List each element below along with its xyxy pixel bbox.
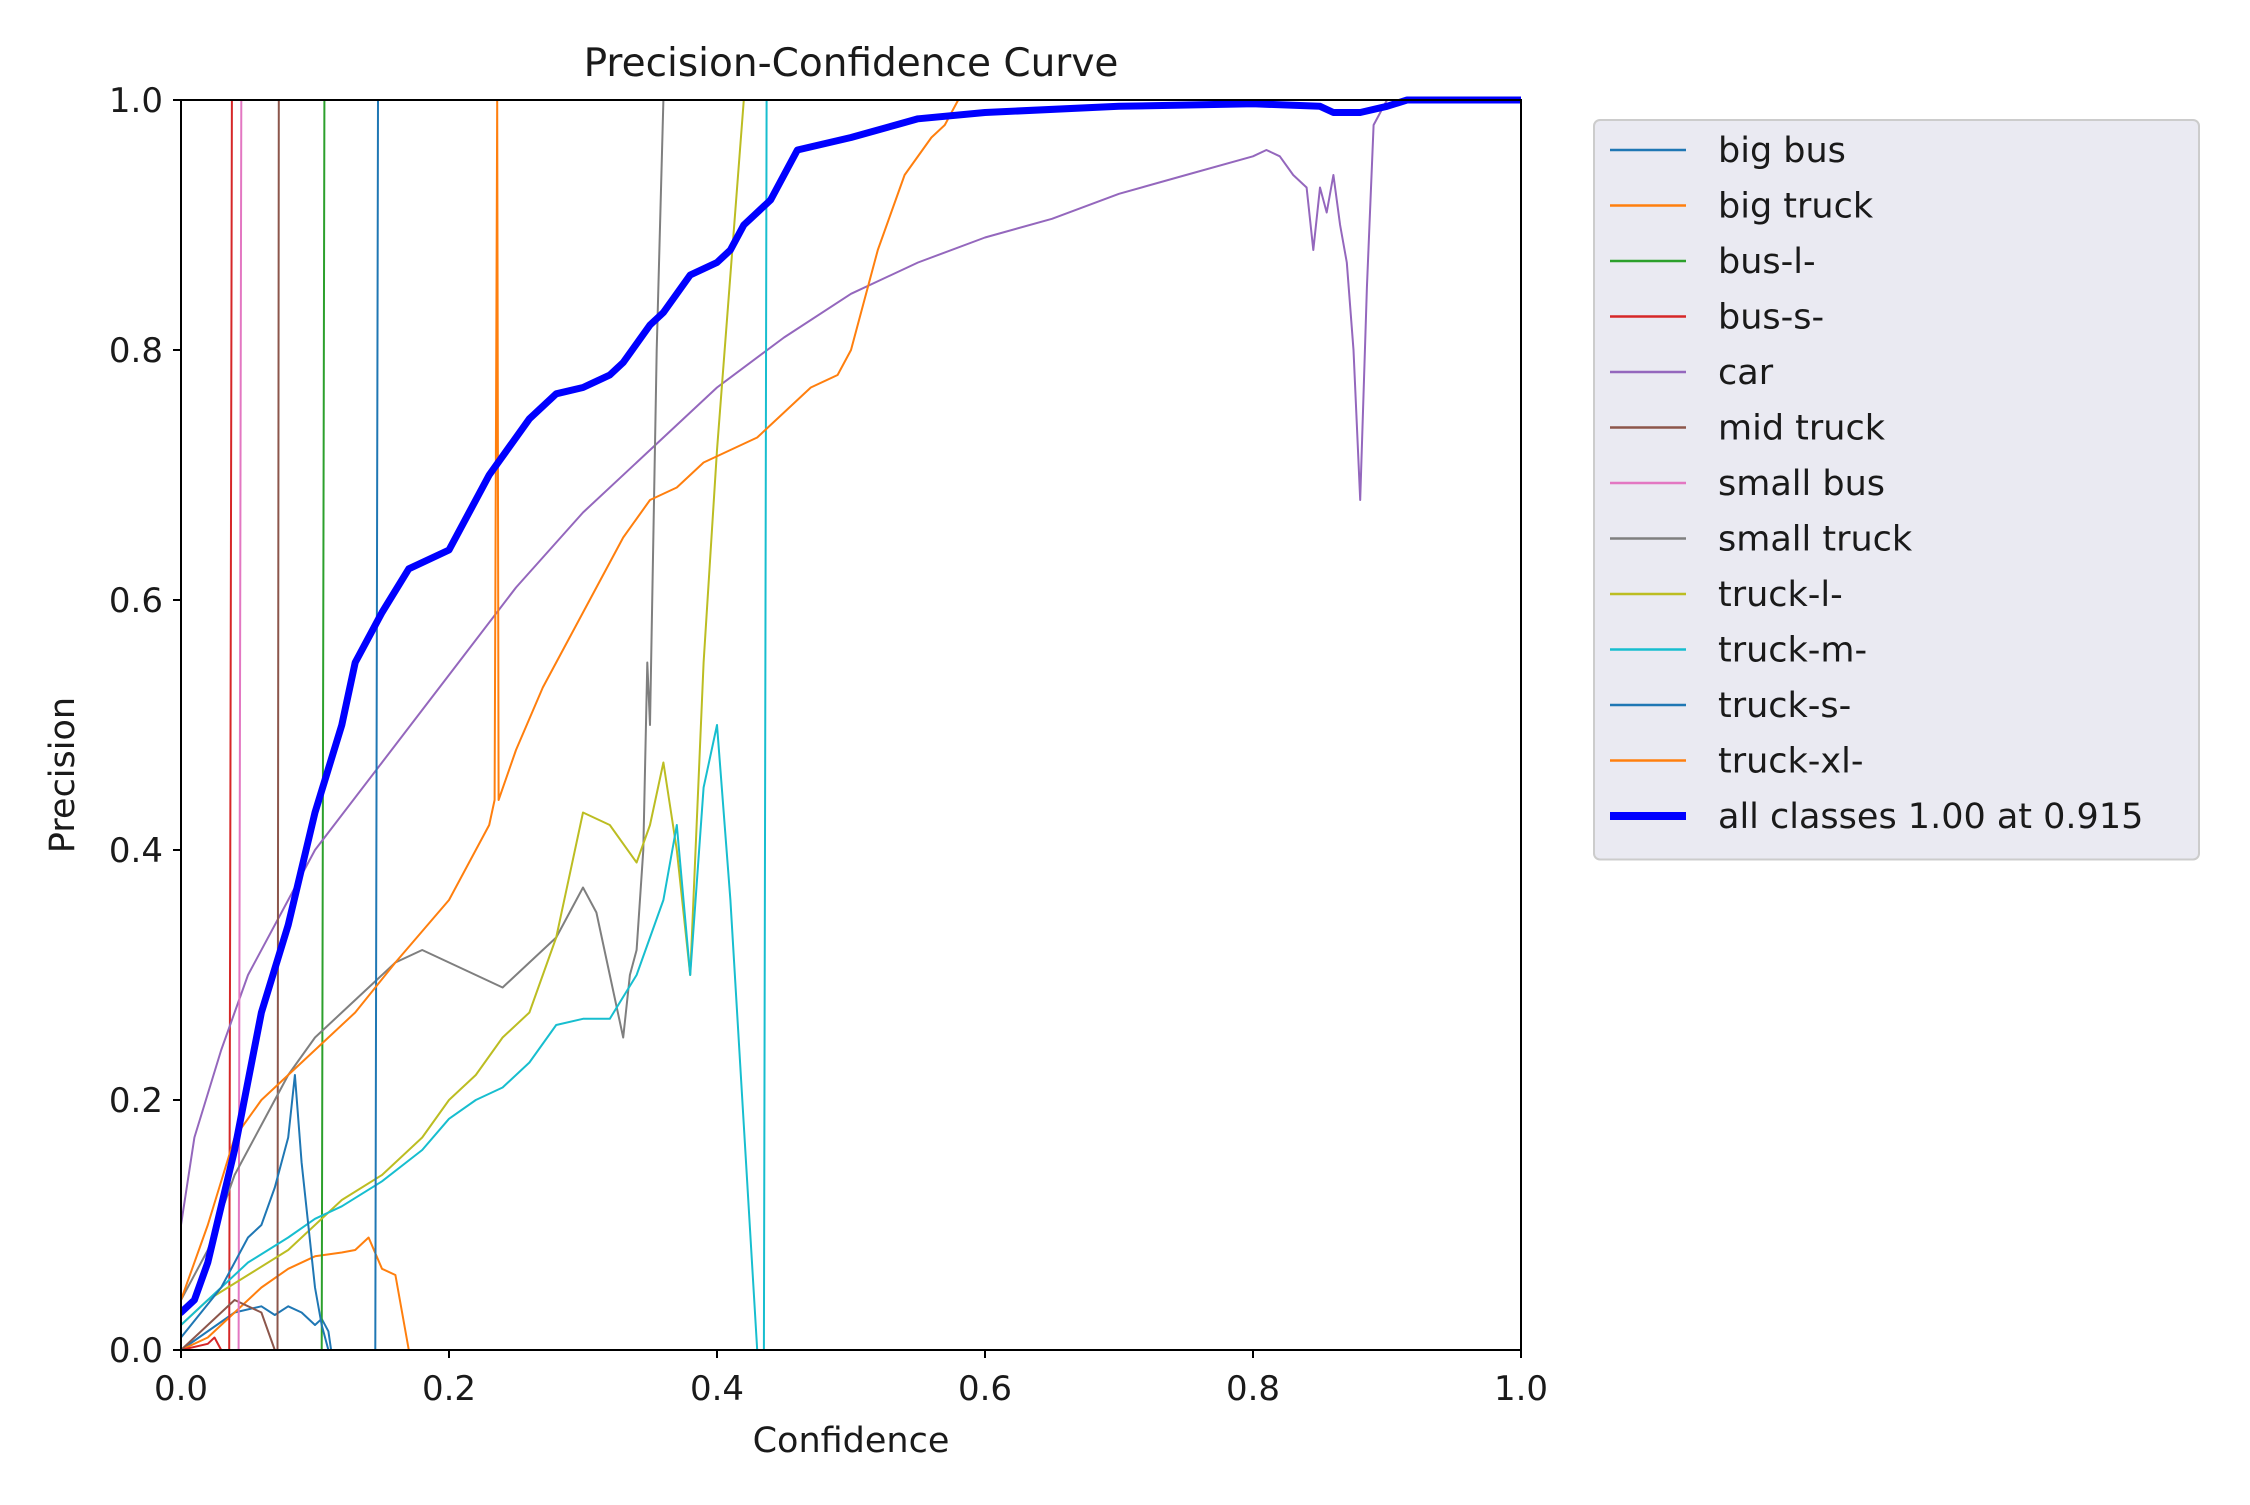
legend-entry-label: truck-s- [1718,686,1851,726]
legend-entry-label: truck-m- [1718,631,1867,671]
y-tick-label: 0.0 [109,1331,163,1371]
y-tick-label: 0.8 [109,331,163,371]
series-line-big-bus [181,1305,1521,1351]
legend-entry-label: bus-s- [1718,298,1824,338]
series-line-mid-truck [181,99,1521,1351]
series-line-small-bus [181,99,1521,1351]
plot-lines [181,96,1521,1351]
series-line-small-truck [181,99,1521,1301]
series-line-bus-s [181,99,1521,1351]
legend-entry-label: mid truck [1718,409,1886,449]
x-tick-label: 0.0 [154,1369,208,1409]
legend-entry-label: truck-xl- [1718,742,1864,782]
series-line-bus-l [181,99,1521,1351]
x-tick-label: 1.0 [1494,1369,1548,1409]
legend-entry-label: truck-l- [1718,575,1843,615]
plot-frame [180,99,1522,1351]
y-tick-label: 0.4 [109,831,163,871]
x-tick-label: 0.6 [958,1369,1012,1409]
y-tick-label: 1.0 [109,81,163,121]
legend-entry-label: all classes 1.00 at 0.915 [1718,797,2143,837]
series-line-truck-xl [181,99,1521,1301]
legend-entry-label: car [1718,353,1774,393]
legend-entry-label: small truck [1718,520,1913,560]
series-line-truck-l [181,99,1521,1326]
series-line-big-truck [181,1236,1521,1351]
legend-entry-label: big bus [1718,131,1846,171]
x-tick-label: 0.8 [1226,1369,1280,1409]
legend-entry-label: small bus [1718,464,1885,504]
chart-title: Precision-Confidence Curve [584,41,1119,86]
series-line-truck-s [181,99,1521,1351]
legend-entry-label: bus-l- [1718,242,1816,282]
y-tick-label: 0.2 [109,1081,163,1121]
series-line-truck-m [181,99,1521,1351]
legend-entry-label: big truck [1718,187,1874,227]
x-axis-label: Confidence [753,1421,950,1461]
legend-box [1593,119,2200,861]
series-line-car [181,99,1521,1226]
y-axis-ticks: 0.0 0.2 0.4 0.6 0.8 1.0 [109,81,181,1371]
legend: big bus big truck bus-l-bus-s-car mid truck… [1593,119,2200,861]
x-tick-label: 0.4 [690,1369,744,1409]
y-axis-label: Precision [43,697,83,853]
x-tick-label: 0.2 [422,1369,476,1409]
series-line-all-classes-1-00-at-0-915 [181,96,1521,1316]
y-tick-label: 0.6 [109,581,163,621]
x-axis-ticks: 0.0 0.2 0.4 0.6 0.8 1.0 [154,1350,1548,1409]
